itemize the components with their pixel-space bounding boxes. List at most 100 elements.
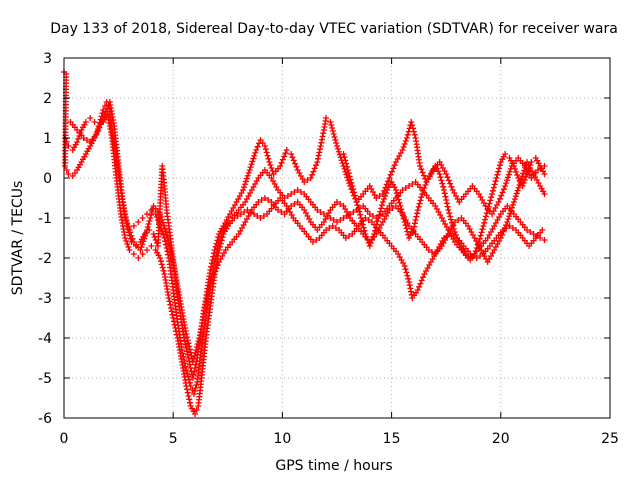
data-point [520,180,527,186]
data-point [488,194,495,201]
data-point [403,225,410,232]
data-point [189,359,196,365]
data-point [327,215,334,221]
data-point [481,219,488,226]
data-point [192,361,199,368]
chart-title: Day 133 of 2018, Sidereal Day-to-day VTE… [50,21,618,37]
data-point [249,158,256,165]
data-point [289,154,296,161]
data-point [208,260,215,267]
data-point [140,238,147,245]
data-point [421,185,428,191]
data-point [203,296,210,302]
data-point [186,399,193,406]
data-point [406,282,413,289]
data-point [193,382,200,388]
data-point [166,298,173,305]
data-point [403,135,410,141]
data-point [241,209,248,215]
data-point [414,210,421,217]
data-point [93,131,100,137]
data-point [376,211,383,218]
data-point [241,184,248,191]
data-point [416,200,423,207]
data-point [507,210,514,217]
data-point [425,247,432,253]
data-point [139,215,146,221]
data-point [541,171,548,177]
data-point [528,159,535,165]
data-point [314,155,321,162]
data-point [372,224,379,231]
data-point [184,386,191,393]
data-point [399,147,406,153]
data-point [143,211,150,217]
data-point [489,191,496,197]
data-point [378,202,385,209]
data-point [191,353,198,359]
data-point [480,223,487,229]
data-point [475,239,482,245]
data-point [343,160,350,167]
data-point [257,215,264,221]
data-point [541,191,548,197]
data-point [503,180,510,187]
data-point [409,181,416,187]
data-point [500,186,507,193]
data-point [316,149,323,156]
data-point [169,255,176,262]
data-point [277,163,284,169]
data-point [374,218,381,225]
data-point [332,137,339,143]
data-point [63,167,70,173]
data-point [169,311,176,318]
data-point [530,231,537,237]
data-point [410,227,417,233]
data-point [183,367,190,373]
data-point [193,347,200,353]
data-point [311,165,318,172]
data-point [184,389,191,396]
data-point [293,163,300,170]
data-point [499,189,506,196]
data-point [447,180,454,187]
data-point [509,225,516,231]
data-point [410,125,417,132]
data-point [213,265,220,272]
data-point [367,240,374,246]
data-point [288,151,295,157]
data-point [412,217,419,223]
data-point [389,168,396,175]
data-point [157,255,164,261]
data-point [102,108,109,115]
data-point [344,167,351,173]
data-point [186,343,193,350]
data-point [254,213,261,219]
data-point [143,229,150,236]
data-point [362,231,369,237]
data-point [399,187,406,193]
data-point [192,411,199,417]
y-tick-label: -4 [38,331,52,347]
data-point [527,162,534,168]
data-point [373,195,380,201]
data-point [517,179,524,185]
y-tick-label: 0 [43,171,52,187]
plot-frame [63,57,611,419]
data-point [446,210,453,217]
data-point [317,143,324,149]
data-point [506,168,513,175]
data-point [487,197,494,204]
data-point [392,187,399,193]
data-point [267,162,274,168]
data-point [329,128,336,134]
data-point [482,216,489,223]
data-point [183,331,190,337]
data-point [193,344,200,350]
data-point [130,223,137,229]
data-point [255,199,262,205]
data-point [410,128,417,135]
data-point [251,152,258,159]
data-point [139,241,146,248]
